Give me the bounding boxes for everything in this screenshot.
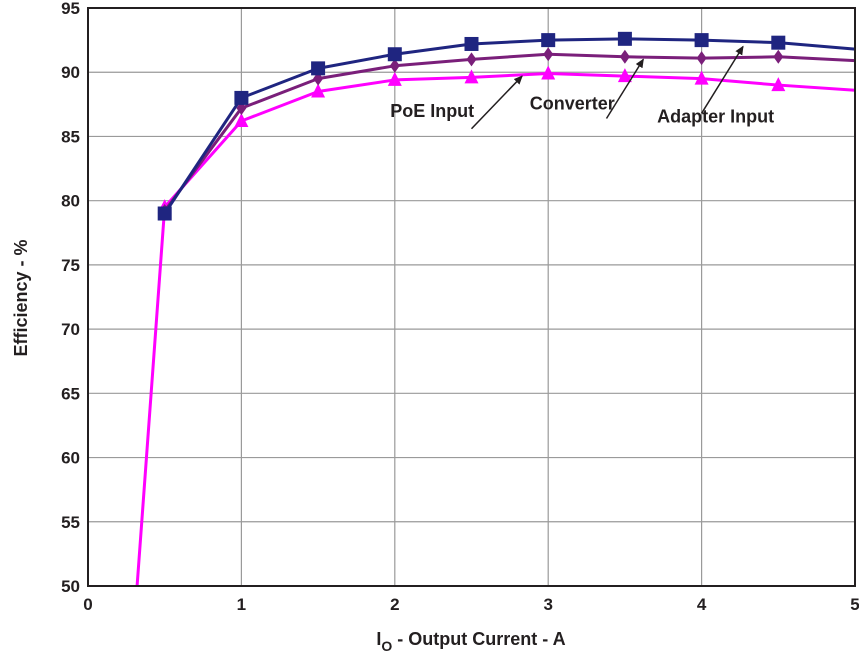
series-adapter-input [157, 31, 856, 221]
data-point [696, 51, 707, 66]
y-axis-title: Efficiency - % [11, 239, 31, 356]
y-tick-label: 65 [61, 384, 80, 403]
x-axis-title: IO - Output Current - A [376, 629, 565, 654]
x-tick-label: 3 [543, 595, 552, 614]
y-tick-label: 70 [61, 320, 80, 339]
series-poe-input [135, 65, 856, 587]
x-tick-label: 4 [697, 595, 707, 614]
y-tick-label: 50 [61, 577, 80, 596]
y-tick-label: 95 [61, 0, 80, 18]
data-point [771, 77, 786, 92]
annotation-arrow [700, 45, 744, 114]
annotation-poe-input: PoE Input [390, 75, 523, 130]
annotation-label: Converter [530, 93, 615, 113]
x-axis-title-subscript: O [381, 638, 392, 654]
y-tick-label: 60 [61, 449, 80, 468]
annotation-label: PoE Input [390, 101, 474, 121]
series-layer [135, 31, 856, 587]
data-point [466, 52, 477, 67]
data-point [157, 206, 172, 221]
data-point [389, 58, 400, 73]
x-tick-label: 2 [390, 595, 399, 614]
data-point [311, 83, 326, 98]
y-tick-label: 85 [61, 127, 80, 146]
data-point [387, 47, 402, 62]
annotation-arrow [605, 58, 644, 119]
data-point [617, 68, 632, 83]
x-axis-title-main: I [376, 629, 381, 649]
x-axis-title-rest: - Output Current - A [392, 629, 565, 649]
annotation-adapter-input: Adapter Input [657, 45, 774, 126]
y-tick-label: 55 [61, 513, 80, 532]
data-point [387, 71, 402, 86]
data-point [234, 113, 249, 128]
y-tick-label: 80 [61, 192, 80, 211]
series-line [135, 72, 856, 587]
data-point [619, 49, 630, 64]
plot-frame [87, 7, 856, 587]
data-point [464, 36, 479, 51]
series-line [163, 37, 856, 215]
x-tick-label: 1 [237, 595, 246, 614]
x-tick-label: 5 [850, 595, 859, 614]
y-tick-label: 90 [61, 63, 80, 82]
data-point [541, 33, 556, 48]
annotation-converter: Converter [530, 58, 644, 119]
data-point [311, 61, 326, 76]
annotation-arrow [470, 75, 523, 130]
data-point [771, 35, 786, 50]
y-tick-label: 75 [61, 256, 80, 275]
series-line [163, 52, 856, 212]
x-tick-label: 0 [83, 595, 92, 614]
annotation-label: Adapter Input [657, 106, 774, 126]
data-point [543, 47, 554, 62]
series-converter [159, 47, 856, 218]
data-point [541, 65, 556, 80]
data-point [234, 90, 249, 105]
data-point [617, 31, 632, 46]
annotations: PoE Input Converter Adapter Input [390, 45, 774, 130]
data-point [464, 69, 479, 84]
grid [87, 7, 856, 587]
data-point [773, 49, 784, 64]
data-point [694, 70, 709, 85]
data-point [694, 33, 709, 48]
tick-labels: 50 55 60 65 70 75 80 85 90 95 0 1 2 3 4 5 [61, 0, 859, 614]
